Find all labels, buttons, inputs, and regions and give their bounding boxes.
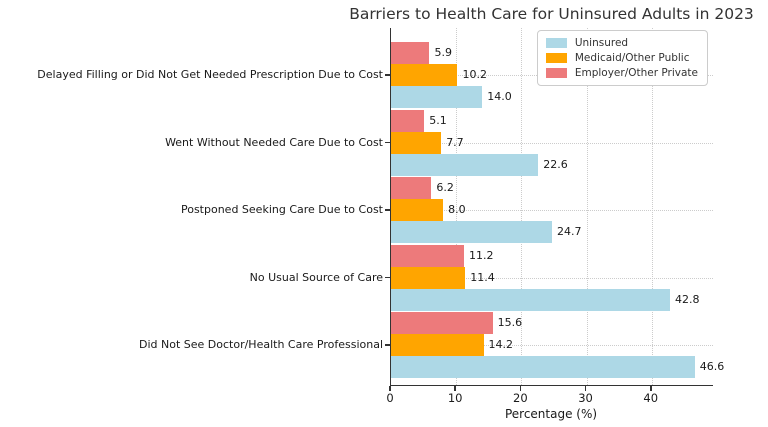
bar-medicaid-other-public bbox=[391, 131, 442, 154]
y-tick-mark bbox=[385, 209, 390, 211]
bar-medicaid-other-public bbox=[391, 266, 466, 289]
x-tick-label: 30 bbox=[578, 391, 593, 405]
bar-value-label: 7.7 bbox=[446, 135, 464, 149]
bar-value-label: 24.7 bbox=[557, 225, 582, 238]
legend-item: Uninsured bbox=[545, 37, 698, 49]
bar-value-label: 6.2 bbox=[436, 181, 454, 194]
gridline-vertical bbox=[521, 28, 523, 385]
bar-value-label: 22.6 bbox=[543, 157, 568, 171]
legend-swatch bbox=[545, 68, 567, 78]
gridline-vertical bbox=[586, 28, 588, 385]
bar-value-label: 10.2 bbox=[462, 68, 487, 81]
bar-value-label: 42.8 bbox=[674, 292, 700, 306]
y-category-label: Did Not See Doctor/Health Care Professio… bbox=[139, 338, 383, 351]
y-tick-mark bbox=[385, 141, 390, 144]
gridline-horizontal bbox=[391, 210, 713, 211]
x-tick-label: 10 bbox=[447, 391, 463, 405]
bar-value-label: 46.6 bbox=[699, 360, 725, 373]
legend: Uninsured Medicaid/Other Public Employer/O… bbox=[536, 30, 708, 86]
bar-medicaid-other-public bbox=[391, 64, 458, 86]
y-tick-mark bbox=[385, 74, 390, 76]
bar-employer-other-private bbox=[391, 177, 432, 199]
bar-employer-other-private bbox=[391, 312, 493, 334]
bar-value-label: 15.6 bbox=[497, 316, 523, 329]
bar-uninsured bbox=[391, 153, 539, 176]
legend-item: Medicaid/Other Public bbox=[545, 52, 698, 64]
y-category-label: Delayed Filling or Did Not Get Needed Pr… bbox=[37, 68, 383, 81]
bar-value-label: 5.1 bbox=[429, 113, 447, 127]
bar-value-label: 14.2 bbox=[488, 338, 514, 351]
gridline-horizontal bbox=[391, 277, 713, 279]
legend-label: Uninsured bbox=[574, 37, 629, 49]
x-tick-label: 20 bbox=[513, 391, 528, 405]
bar-medicaid-other-public bbox=[391, 334, 484, 356]
y-category-label: No Usual Source of Care bbox=[249, 270, 383, 284]
y-category-label: Postponed Seeking Care Due to Cost bbox=[180, 203, 383, 216]
bar-medicaid-other-public bbox=[391, 199, 444, 221]
bar-value-label: 14.0 bbox=[487, 90, 512, 103]
bar-uninsured bbox=[391, 86, 483, 108]
y-tick-mark bbox=[385, 344, 390, 346]
bar-employer-other-private bbox=[391, 244, 464, 267]
gridline-vertical bbox=[456, 28, 458, 385]
bar-uninsured bbox=[391, 221, 552, 243]
x-tick-label: 40 bbox=[643, 391, 659, 405]
legend-label: Medicaid/Other Public bbox=[574, 52, 690, 64]
x-tick-mark bbox=[389, 386, 391, 391]
y-tick-mark bbox=[385, 276, 390, 279]
legend-swatch bbox=[545, 38, 567, 48]
x-tick-mark bbox=[454, 386, 456, 391]
bar-employer-other-private bbox=[391, 109, 425, 132]
bar-value-label: 8.0 bbox=[448, 203, 466, 216]
gridline-vertical bbox=[651, 28, 653, 385]
bar-value-label: 11.4 bbox=[470, 270, 495, 284]
gridline-horizontal bbox=[391, 142, 713, 144]
bar-value-label: 5.9 bbox=[434, 46, 452, 59]
y-category-label: Went Without Needed Care Due to Cost bbox=[165, 135, 383, 149]
legend-label: Employer/Other Private bbox=[574, 67, 698, 79]
bar-uninsured bbox=[391, 288, 670, 311]
x-tick-mark bbox=[649, 386, 652, 391]
x-tick-mark bbox=[584, 386, 587, 391]
x-axis-label: Percentage (%) bbox=[504, 407, 598, 421]
x-tick-label: 0 bbox=[386, 391, 394, 405]
legend-item: Employer/Other Private bbox=[545, 67, 698, 79]
chart-title: Barriers to Health Care for Uninsured Ad… bbox=[349, 5, 754, 23]
bar-employer-other-private bbox=[391, 42, 430, 64]
x-tick-mark bbox=[519, 386, 522, 391]
plot-area: 5.9 10.2 14.0 5.1 7.7 22.6 6.2 8.0 24.7 11.2 11.4 4… bbox=[390, 28, 724, 386]
legend-swatch bbox=[545, 53, 567, 63]
gridline-horizontal bbox=[391, 345, 713, 346]
bar-uninsured bbox=[391, 356, 695, 378]
bar-value-label: 11.2 bbox=[469, 248, 494, 262]
